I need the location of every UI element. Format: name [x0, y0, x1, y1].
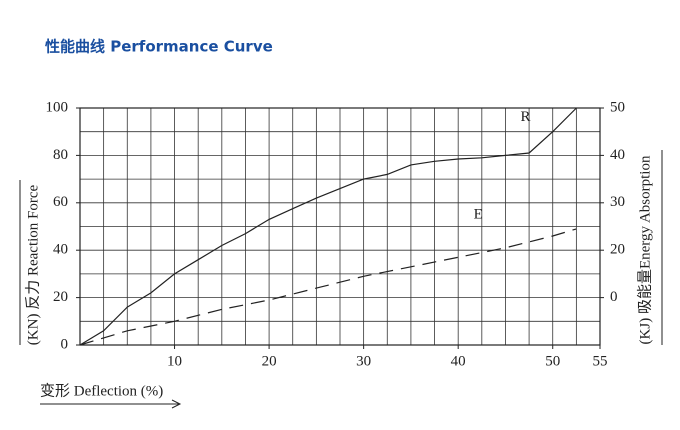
x-tick-label: 20 [262, 353, 277, 369]
y2-tick-label: 30 [610, 194, 625, 210]
y-tick-label: 40 [53, 242, 68, 258]
x-tick-label: 50 [545, 353, 560, 369]
y2-tick-label: 40 [610, 147, 625, 163]
y-tick-label: 20 [53, 289, 68, 305]
y2-tick-label: 0 [610, 289, 618, 305]
y-tick-label: 0 [61, 336, 69, 352]
chart-title: 性能曲线 Performance Curve [45, 38, 273, 56]
y-axis-label: (KN) 反力 Reaction Force [24, 184, 41, 345]
y-tick-label: 80 [53, 147, 68, 163]
x-tick-label: 40 [451, 353, 466, 369]
x-tick-label: 10 [167, 353, 182, 369]
plot-frame [79, 107, 601, 346]
x-axis-label: 变形 Deflection (%) [40, 382, 163, 399]
y2-tick-label: 50 [610, 99, 625, 115]
series-line [79, 228, 577, 346]
y2-tick-label: 20 [610, 242, 625, 258]
x-tick-label: 30 [356, 353, 371, 369]
series-line [79, 107, 577, 346]
x-tick-label: 55 [593, 353, 608, 369]
y2-axis-label: (KJ) 吸能量Energy Absorption [636, 155, 653, 344]
x-axis-arrowhead [171, 399, 182, 409]
y-tick-label: 60 [53, 194, 68, 210]
y-tick-label: 100 [46, 99, 69, 115]
series-label: E [474, 207, 483, 223]
series-label: R [520, 109, 530, 125]
